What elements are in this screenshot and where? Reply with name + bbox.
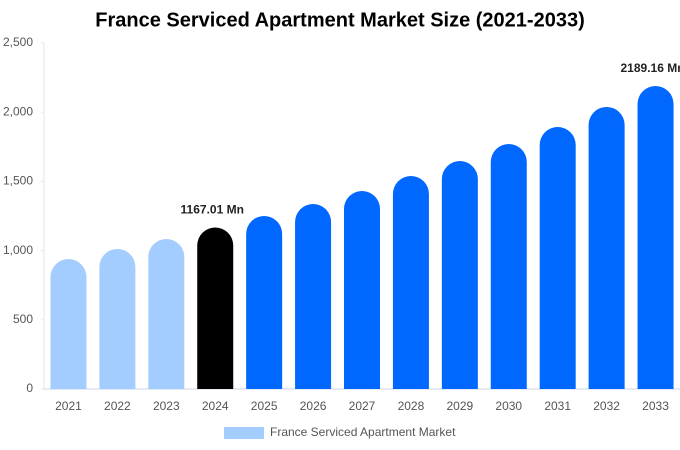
y-tick-label: 2,500 [3, 35, 33, 49]
bar [539, 127, 576, 390]
chart-title: France Serviced Apartment Market Size (2… [95, 9, 584, 31]
bar [246, 216, 283, 389]
y-tick-label: 1,000 [3, 243, 33, 257]
bar [295, 203, 332, 389]
x-tick-label: 2033 [642, 399, 669, 413]
bar [392, 176, 429, 389]
x-tick-label: 2027 [349, 399, 376, 413]
bar [490, 144, 527, 389]
x-tick-label: 2030 [495, 399, 522, 413]
x-tick-label: 2028 [398, 399, 425, 413]
bar [441, 161, 478, 389]
y-tick-label: 500 [13, 312, 33, 326]
x-tick-label: 2026 [300, 399, 327, 413]
x-tick-label: 2022 [104, 399, 131, 413]
y-tick-label: 2,000 [3, 104, 33, 118]
data-label: 1167.01 Mn [181, 203, 244, 217]
bar [99, 248, 136, 389]
x-tick-label: 2021 [55, 399, 82, 413]
x-tick-label: 2023 [153, 399, 180, 413]
bar [148, 238, 185, 389]
legend-label: France Serviced Apartment Market [270, 425, 456, 439]
bar [50, 259, 87, 389]
y-tick-label: 1,500 [3, 174, 33, 188]
bar [588, 106, 625, 390]
y-tick-label: 0 [26, 381, 33, 395]
legend-swatch [224, 427, 264, 439]
x-tick-label: 2029 [446, 399, 473, 413]
bar [344, 190, 380, 389]
data-label: 2189.16 Mn [621, 61, 680, 75]
bar [197, 227, 234, 389]
x-tick-label: 2024 [202, 399, 229, 413]
bar [637, 86, 674, 389]
x-tick-label: 2032 [593, 399, 620, 413]
x-tick-label: 2025 [251, 399, 278, 413]
x-tick-label: 2031 [544, 399, 571, 413]
